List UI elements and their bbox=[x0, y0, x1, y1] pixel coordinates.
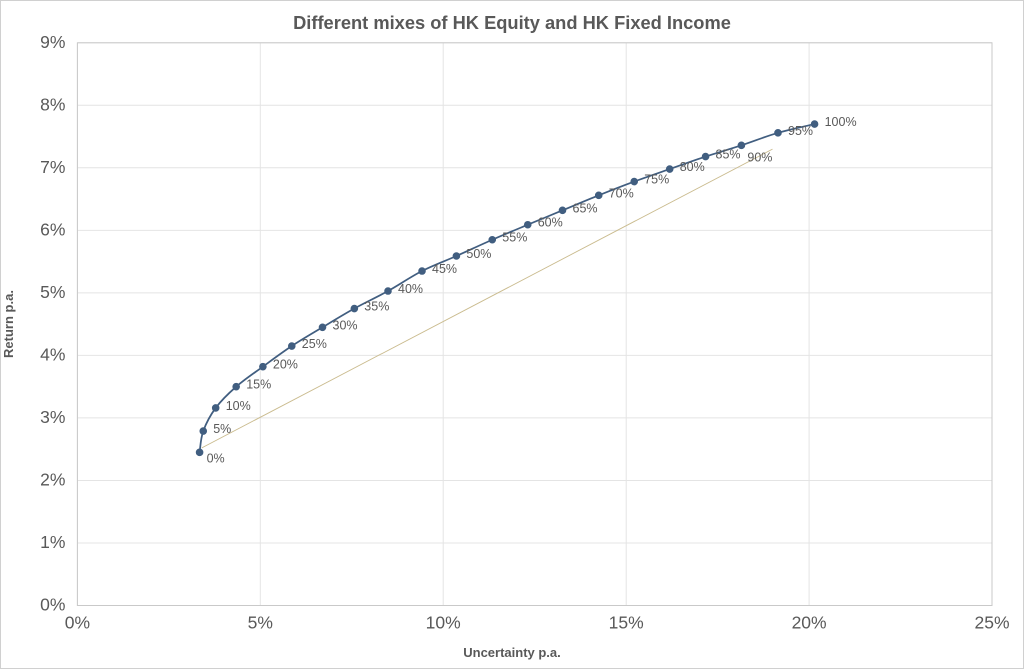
svg-text:80%: 80% bbox=[680, 160, 705, 174]
svg-text:4%: 4% bbox=[40, 344, 65, 364]
svg-text:25%: 25% bbox=[974, 613, 1009, 633]
svg-text:2%: 2% bbox=[40, 470, 65, 490]
svg-text:20%: 20% bbox=[792, 613, 827, 633]
svg-text:40%: 40% bbox=[398, 282, 423, 296]
svg-text:100%: 100% bbox=[825, 115, 857, 129]
svg-text:9%: 9% bbox=[40, 32, 65, 52]
svg-text:15%: 15% bbox=[609, 613, 644, 633]
svg-text:30%: 30% bbox=[333, 318, 358, 332]
svg-text:6%: 6% bbox=[40, 219, 65, 239]
svg-text:20%: 20% bbox=[273, 358, 298, 372]
svg-text:55%: 55% bbox=[502, 231, 527, 245]
svg-text:90%: 90% bbox=[747, 150, 772, 164]
svg-text:3%: 3% bbox=[40, 407, 65, 427]
svg-text:25%: 25% bbox=[302, 337, 327, 351]
svg-text:15%: 15% bbox=[246, 378, 271, 392]
svg-text:95%: 95% bbox=[788, 124, 813, 138]
svg-text:5%: 5% bbox=[213, 422, 231, 436]
svg-text:8%: 8% bbox=[40, 94, 65, 114]
svg-text:0%: 0% bbox=[65, 613, 90, 633]
svg-text:1%: 1% bbox=[40, 532, 65, 552]
svg-text:0%: 0% bbox=[40, 595, 65, 615]
svg-text:10%: 10% bbox=[426, 613, 461, 633]
svg-text:70%: 70% bbox=[609, 186, 634, 200]
svg-text:35%: 35% bbox=[364, 300, 389, 314]
svg-text:60%: 60% bbox=[538, 216, 563, 230]
svg-text:85%: 85% bbox=[716, 148, 741, 162]
svg-text:0%: 0% bbox=[207, 451, 225, 465]
svg-text:7%: 7% bbox=[40, 157, 65, 177]
svg-text:5%: 5% bbox=[40, 282, 65, 302]
svg-text:5%: 5% bbox=[248, 613, 273, 633]
svg-text:75%: 75% bbox=[644, 173, 669, 187]
svg-text:45%: 45% bbox=[432, 262, 457, 276]
svg-text:50%: 50% bbox=[466, 247, 491, 261]
svg-text:10%: 10% bbox=[226, 399, 251, 413]
svg-text:65%: 65% bbox=[573, 201, 598, 215]
